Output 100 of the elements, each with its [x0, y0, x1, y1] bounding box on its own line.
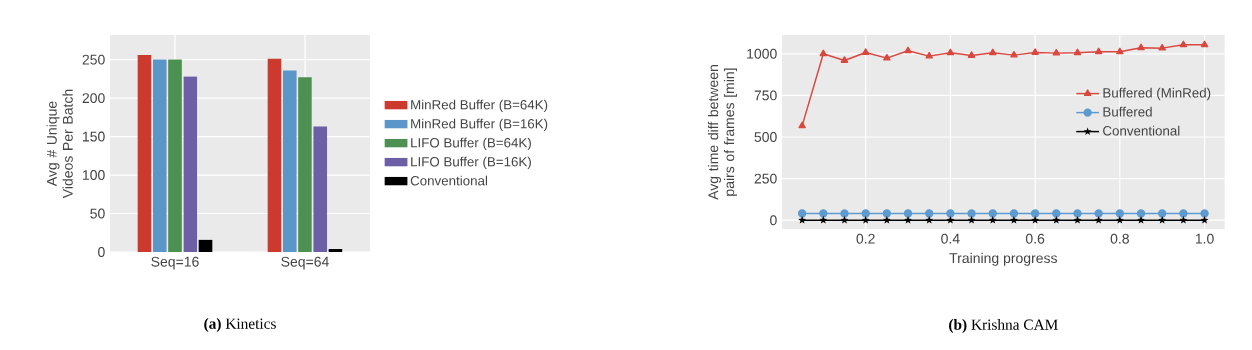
y-axis-title: Avg # Unique Videos Per Batch [46, 89, 73, 199]
bar [328, 248, 343, 252]
point [946, 216, 955, 224]
point [1200, 40, 1209, 48]
legend-label: MinRed Buffer (B=64K) [411, 99, 548, 113]
legend-label: LIFO Buffer (B=64K) [411, 137, 531, 151]
point [1073, 48, 1082, 56]
legend-label: Conventional [1103, 125, 1180, 136]
point [1009, 216, 1018, 224]
y-tick-label: 250 [82, 54, 105, 65]
point [1094, 47, 1103, 55]
text: (a) Kinetics [204, 318, 276, 332]
point [1137, 216, 1145, 224]
point [925, 209, 934, 218]
point [840, 209, 849, 218]
legend-label: Buffered [1103, 106, 1152, 117]
bar [298, 77, 312, 252]
point [1137, 43, 1145, 51]
point [861, 216, 870, 224]
point [819, 209, 828, 218]
legend-label: MinRed Buffer (B=16K) [411, 118, 548, 132]
point [946, 209, 955, 218]
point [883, 53, 891, 61]
y-tick-label: 150 [83, 131, 105, 142]
bar [267, 58, 282, 252]
y-tick-label: 100 [83, 170, 105, 181]
point [904, 216, 912, 224]
point [967, 51, 976, 58]
point [1073, 216, 1082, 224]
point [861, 48, 870, 55]
point [1158, 216, 1167, 224]
point [1115, 209, 1125, 218]
point [1030, 209, 1040, 218]
point [819, 49, 828, 57]
legend-label: Conventional [410, 175, 488, 186]
point [1200, 216, 1209, 224]
point [904, 46, 912, 54]
y-axis-title: Avg time diff between pairs of frames [min] [707, 65, 737, 200]
point [989, 48, 997, 56]
x-tick-label: 0.4 [941, 233, 960, 244]
point [946, 48, 955, 56]
x-tick-label: Seq=16 [151, 256, 199, 270]
point [925, 216, 934, 224]
point [1052, 48, 1061, 56]
point [1010, 50, 1018, 58]
point [1136, 209, 1146, 218]
y-tick-label: 0 [770, 215, 777, 226]
point [925, 51, 933, 59]
x-tick-label: 0.2 [856, 233, 875, 244]
x-tick-label: 1.0 [1195, 233, 1214, 244]
point [1073, 209, 1082, 218]
y-tick-label: 0 [98, 247, 105, 257]
point [819, 216, 828, 224]
point [1157, 209, 1167, 218]
point [1115, 216, 1124, 224]
point [861, 209, 870, 218]
legend-label: LIFO Buffer (B=16K) [411, 156, 531, 170]
y-tick-label: 750 [754, 90, 777, 101]
x-tick-label: 0.8 [1110, 233, 1129, 244]
point [1200, 209, 1209, 218]
point [1009, 209, 1019, 218]
bar [152, 59, 167, 252]
y-tick-label: 200 [82, 93, 105, 104]
y-tick-label: 500 [754, 132, 777, 142]
point [798, 121, 806, 129]
point [1052, 209, 1061, 218]
bar [168, 59, 182, 252]
bar [313, 126, 328, 252]
point [798, 216, 807, 224]
point [903, 209, 913, 218]
point [1031, 48, 1039, 55]
point [882, 216, 891, 224]
point [1179, 40, 1188, 48]
point [988, 216, 997, 224]
point [1158, 43, 1166, 51]
point [967, 209, 976, 218]
point [1094, 209, 1103, 218]
y-tick-label: 250 [754, 173, 777, 184]
point [967, 216, 976, 224]
bar [282, 70, 297, 252]
point [1094, 216, 1103, 224]
point [882, 209, 892, 218]
point [1179, 216, 1188, 224]
bar [198, 239, 213, 252]
point [1179, 209, 1188, 218]
x-tick-label: Seq=64 [281, 256, 329, 270]
point [1116, 47, 1124, 55]
point [988, 209, 997, 218]
x-axis-title: Training progress [949, 252, 1058, 266]
point [1052, 216, 1061, 224]
x-tick-label: 0.6 [1025, 233, 1045, 244]
bar [183, 76, 198, 252]
point [840, 216, 849, 224]
point [1031, 216, 1040, 224]
y-tick-label: 1000 [747, 48, 777, 59]
text: (b) Krishna CAM [949, 319, 1058, 333]
point [840, 56, 849, 63]
y-tick-label: 50 [90, 208, 105, 219]
point [797, 209, 807, 218]
legend-label: Buffered (MinRed) [1103, 87, 1211, 101]
